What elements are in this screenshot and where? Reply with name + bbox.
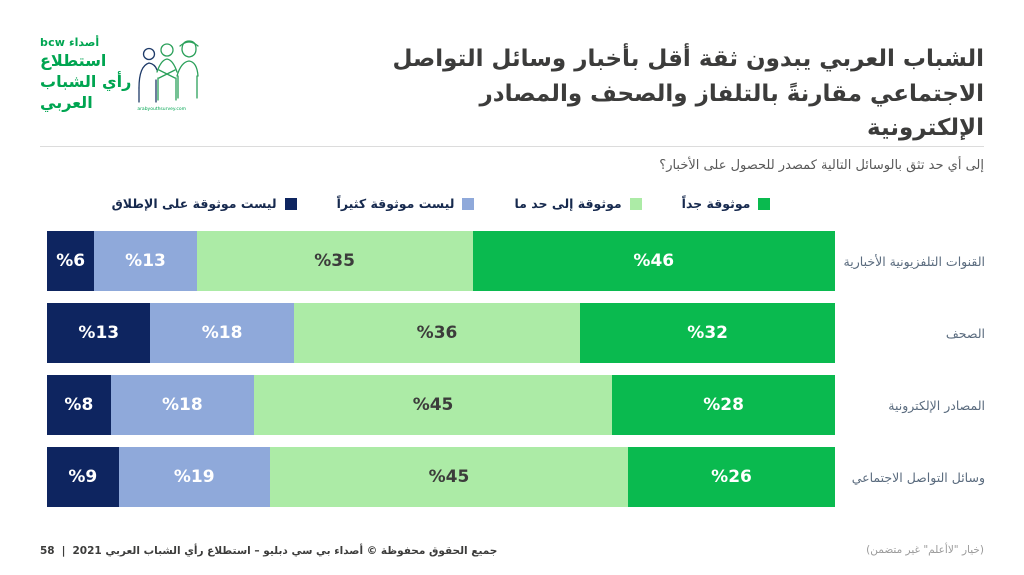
logo-brand-latin: bcw bbox=[40, 36, 66, 49]
footer-copyright: 58 | جميع الحقوق محفوظة © أصداء بي سي دب… bbox=[40, 545, 497, 557]
segment-value-label: %18 bbox=[201, 323, 243, 343]
segment-value-label: %46 bbox=[633, 251, 675, 271]
segment-value-label: %19 bbox=[173, 467, 215, 487]
segment-value-label: %6 bbox=[56, 251, 86, 271]
survey-question: إلى أي حد تثق بالوسائل التالية كمصدر للح… bbox=[659, 158, 984, 173]
stacked-bar: %28 %45 %18 %8 bbox=[47, 375, 835, 435]
bar-segment: %6 bbox=[47, 231, 95, 291]
bar-segment: %35 bbox=[196, 231, 473, 291]
legend-item: موثوقة إلى حد ما bbox=[514, 196, 642, 211]
bar-segment: %8 bbox=[47, 375, 111, 435]
stacked-bar: %32 %36 %18 %13 bbox=[47, 303, 835, 363]
bar-segment: %45 bbox=[253, 375, 613, 435]
bar-segment: %26 bbox=[628, 447, 835, 507]
bar-row: وسائل التواصل الاجتماعي %26 %45 %19 %9 bbox=[46, 447, 985, 507]
bar-segment: %13 bbox=[47, 303, 151, 363]
bar-segment: %45 bbox=[269, 447, 629, 507]
category-label: وسائل التواصل الاجتماعي bbox=[851, 469, 985, 485]
logo-brand: أصداء bcw bbox=[40, 36, 99, 49]
legend-item: ليست موثوقة على الإطلاق bbox=[112, 196, 297, 211]
bar-segment: %46 bbox=[472, 231, 835, 291]
copyright-text: جميع الحقوق محفوظة © أصداء بي سي دبليو –… bbox=[72, 545, 498, 557]
bar-row: القنوات التلفزيونية الأخبارية %46 %35 %13 %6 bbox=[47, 231, 985, 291]
legend-swatch-icon bbox=[629, 197, 642, 210]
logo-line-1: استطلاع bbox=[40, 51, 107, 70]
legend-label: ليست موثوقة كثيراً bbox=[336, 196, 455, 211]
segment-value-label: %45 bbox=[428, 467, 470, 487]
stacked-bar-chart: موثوقة جداً موثوقة إلى حد ما ليست موثوقة ك… bbox=[46, 196, 985, 507]
segment-value-label: %13 bbox=[125, 251, 166, 271]
segment-value-label: %13 bbox=[78, 323, 120, 343]
bar-rows: القنوات التلفزيونية الأخبارية %46 %35 %13 %6… bbox=[46, 231, 985, 507]
segment-value-label: %45 bbox=[412, 395, 454, 415]
bar-segment: %28 bbox=[612, 375, 835, 435]
legend-label: موثوقة جداً bbox=[681, 196, 751, 211]
bar-row: المصادر الإلكترونية %28 %45 %18 %8 bbox=[47, 375, 985, 435]
segment-value-label: %32 bbox=[687, 323, 728, 343]
bar-segment: %32 bbox=[580, 303, 835, 363]
segment-value-label: %9 bbox=[68, 467, 98, 487]
legend: موثوقة جداً موثوقة إلى حد ما ليست موثوقة ك… bbox=[47, 196, 835, 211]
legend-swatch-icon bbox=[284, 197, 297, 210]
bar-segment: %13 bbox=[94, 231, 197, 291]
footnote: (خيار "لاأعلم" غير متضمن) bbox=[866, 544, 984, 556]
segment-value-label: %35 bbox=[314, 251, 355, 271]
logo-line-2: رأي الشباب bbox=[40, 71, 132, 91]
people-line-art-icon: arabyouthsurvey.com bbox=[135, 36, 199, 118]
segment-value-label: %8 bbox=[64, 395, 94, 415]
logo-text: أصداء bcw استطلاع رأي الشباب العربي bbox=[40, 36, 131, 118]
bar-segment: %19 bbox=[118, 447, 270, 507]
legend-label: ليست موثوقة على الإطلاق bbox=[111, 196, 277, 211]
slide-title: الشباب العربي يبدون ثقة أقل بأخبار وسائل… bbox=[392, 46, 984, 141]
logo-url: arabyouthsurvey.com bbox=[137, 107, 186, 112]
stacked-bar: %26 %45 %19 %9 bbox=[46, 447, 835, 507]
legend-label: موثوقة إلى حد ما bbox=[514, 196, 622, 211]
bar-segment: %36 bbox=[293, 303, 581, 363]
logo: أصداء bcw استطلاع رأي الشباب العربي bbox=[40, 36, 199, 118]
footer-separator: | bbox=[61, 545, 66, 557]
logo-brand-arabic: أصداء bbox=[69, 36, 100, 49]
segment-value-label: %26 bbox=[711, 467, 752, 487]
segment-value-label: %28 bbox=[703, 395, 744, 415]
bar-row: الصحف %32 %36 %18 %13 bbox=[47, 303, 985, 363]
header-divider bbox=[40, 146, 984, 147]
bar-segment: %9 bbox=[46, 447, 119, 507]
bar-segment: %18 bbox=[110, 375, 254, 435]
legend-item: موثوقة جداً bbox=[682, 196, 771, 211]
bar-segment: %18 bbox=[150, 303, 294, 363]
segment-value-label: %18 bbox=[161, 395, 203, 415]
category-label: القنوات التلفزيونية الأخبارية bbox=[843, 253, 985, 269]
legend-item: ليست موثوقة كثيراً bbox=[337, 196, 475, 211]
legend-swatch-icon bbox=[462, 197, 475, 210]
stacked-bar: %46 %35 %13 %6 bbox=[47, 231, 835, 291]
logo-line-3: العربي bbox=[40, 92, 93, 112]
legend-swatch-icon bbox=[758, 197, 771, 210]
category-label: الصحف bbox=[945, 325, 985, 341]
page-number: 58 bbox=[40, 545, 55, 557]
category-label: المصادر الإلكترونية bbox=[888, 397, 985, 413]
segment-value-label: %36 bbox=[416, 323, 458, 343]
